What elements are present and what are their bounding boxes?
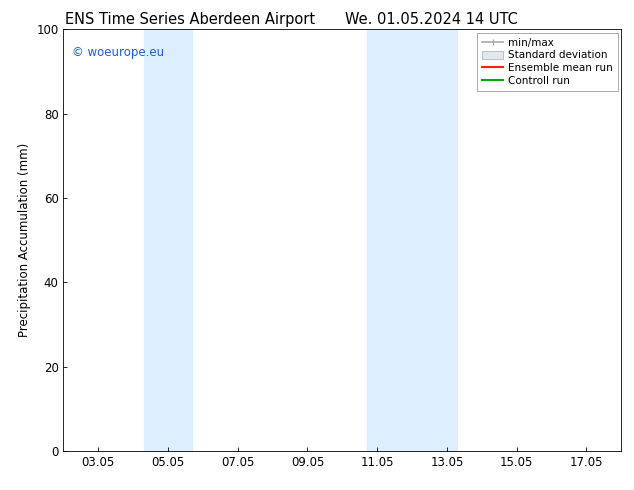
- Text: © woeurope.eu: © woeurope.eu: [72, 46, 164, 59]
- Legend: min/max, Standard deviation, Ensemble mean run, Controll run: min/max, Standard deviation, Ensemble me…: [477, 32, 618, 91]
- Y-axis label: Precipitation Accumulation (mm): Precipitation Accumulation (mm): [18, 143, 30, 337]
- Text: ENS Time Series Aberdeen Airport: ENS Time Series Aberdeen Airport: [65, 12, 315, 27]
- Text: We. 01.05.2024 14 UTC: We. 01.05.2024 14 UTC: [345, 12, 517, 27]
- Bar: [143, 29, 193, 451]
- Bar: [366, 29, 457, 451]
